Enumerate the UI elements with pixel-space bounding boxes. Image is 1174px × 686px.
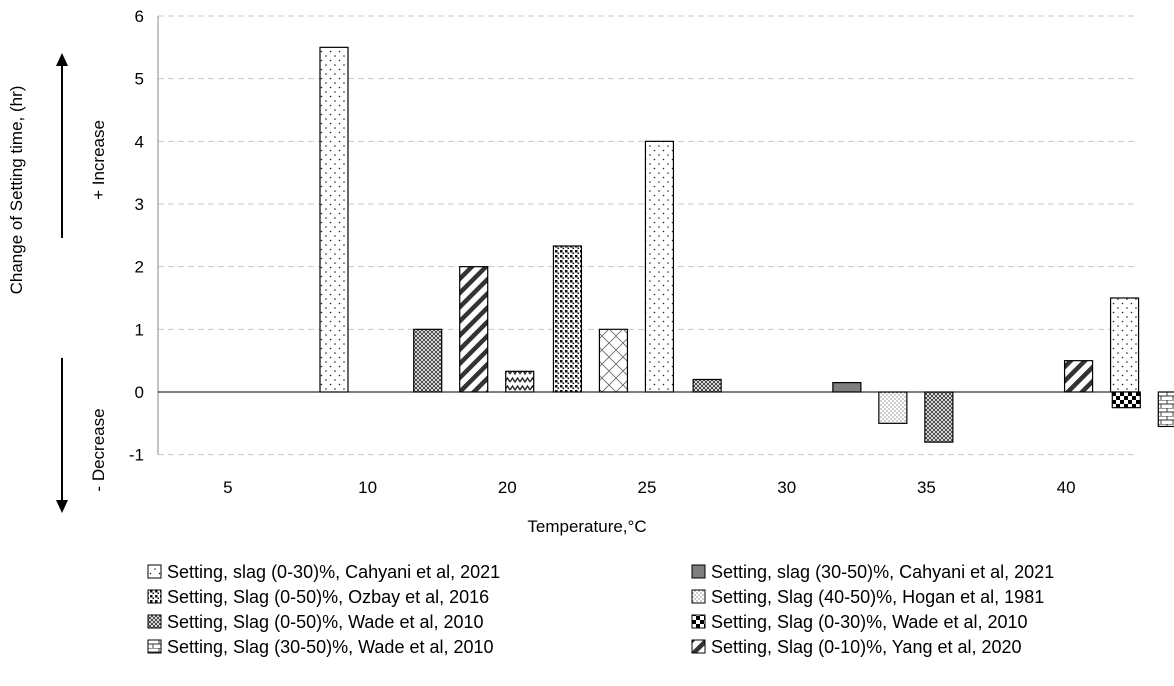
y-tick-label: 6 <box>135 7 144 26</box>
legend-swatch <box>691 639 706 654</box>
legend-label: Setting, Slag (0-50)%, Wade et al, 2010 <box>167 612 484 632</box>
decrease-label: - Decrease <box>89 408 108 491</box>
y-axis-ticks: -1 0 1 2 3 4 5 6 <box>129 7 144 465</box>
y-tick-label: 0 <box>135 383 144 402</box>
x-axis-ticks: 5 10 20 25 30 35 40 <box>223 478 1075 497</box>
y-tick-label: 4 <box>135 132 144 151</box>
legend-swatch <box>691 564 706 579</box>
bar <box>552 245 583 393</box>
legend-label: Setting, Slag (0-30)%, Wade et al, 2010 <box>711 612 1028 632</box>
y-tick-label: 3 <box>135 195 144 214</box>
x-tick-label: 25 <box>638 478 657 497</box>
bar <box>644 140 675 393</box>
legend-swatch <box>147 564 162 579</box>
y-axis-label: Change of Setting time, (hr) <box>7 86 26 295</box>
y-tick-label: 2 <box>135 258 144 277</box>
bar <box>413 328 443 393</box>
bar <box>878 391 908 424</box>
y-tick-label: 5 <box>135 70 144 89</box>
increase-label: + Increase <box>89 120 108 200</box>
y-tick-label: 1 <box>135 320 144 339</box>
x-tick-label: 40 <box>1057 478 1076 497</box>
bar <box>692 378 722 393</box>
bar <box>1157 391 1174 428</box>
x-tick-label: 10 <box>358 478 377 497</box>
legend-swatch <box>691 614 706 629</box>
legend-label: Setting, Slag (0-50)%, Ozbay et al, 2016 <box>167 587 489 607</box>
x-tick-label: 30 <box>777 478 796 497</box>
legend-label: Setting, slag (30-50)%, Cahyani et al, 2… <box>711 562 1054 582</box>
bar <box>505 370 535 393</box>
x-tick-label: 20 <box>498 478 517 497</box>
legend-label: Setting, slag (0-30)%, Cahyani et al, 20… <box>167 562 500 582</box>
legend-swatch <box>147 589 162 604</box>
legend-label: Setting, Slag (0-10)%, Yang et al, 2020 <box>711 637 1022 657</box>
bar <box>1111 391 1141 409</box>
legend-label: Setting, Slag (30-50)%, Wade et al, 2010 <box>167 637 494 657</box>
x-tick-label: 5 <box>223 478 232 497</box>
legend-swatch <box>147 614 162 629</box>
legend-swatch <box>147 639 162 654</box>
bar <box>598 328 629 393</box>
legend-swatch <box>691 589 706 604</box>
axes <box>157 16 1136 455</box>
y-tick-label: -1 <box>129 446 144 465</box>
x-tick-label: 35 <box>917 478 936 497</box>
x-axis-label: Temperature,°C <box>527 517 646 536</box>
decrease-arrow <box>56 358 68 513</box>
bar <box>319 46 349 393</box>
bar <box>832 382 862 393</box>
bar <box>924 391 954 443</box>
bars <box>319 46 1174 443</box>
legend: Setting, slag (0-30)%, Cahyani et al, 20… <box>147 562 1054 657</box>
bar <box>1063 360 1094 393</box>
increase-arrow <box>56 53 68 238</box>
legend-label: Setting, Slag (40-50)%, Hogan et al, 198… <box>711 587 1044 607</box>
bar <box>1109 297 1140 393</box>
bar <box>459 266 489 393</box>
